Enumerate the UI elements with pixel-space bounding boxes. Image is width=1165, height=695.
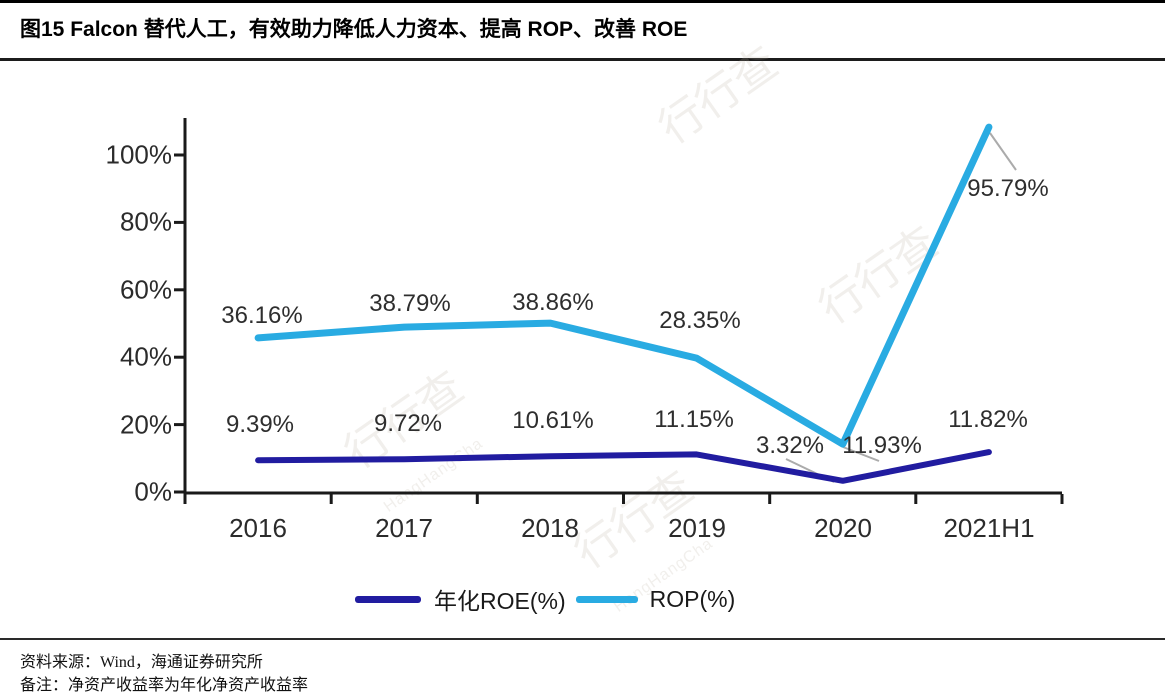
ytick-80: 80% xyxy=(119,206,172,237)
chart-legend: 年化ROE(%) ROP(%) xyxy=(355,582,735,616)
x-axis-ticks xyxy=(183,494,1064,504)
figure-title: 图15 Falcon 替代人工，有效助力降低人力资本、提高 ROP、改善 ROE xyxy=(20,18,688,41)
rop-label-2017: 38.79% xyxy=(369,290,451,317)
xtick-2021h1: 2021H1 xyxy=(943,513,1035,543)
roe-label-2016: 9.39% xyxy=(225,411,295,438)
top-border xyxy=(0,0,1165,3)
ytick-0: 0% xyxy=(134,476,172,507)
rop-label-2016: 36.16% xyxy=(221,302,303,329)
roe-label-2017: 9.72% xyxy=(373,410,443,437)
rop-label-2018: 38.86% xyxy=(512,289,594,316)
title-divider xyxy=(0,58,1165,61)
xtick-2019: 2019 xyxy=(668,513,726,543)
y-axis-ticks xyxy=(174,153,184,494)
rop-label-2019: 28.35% xyxy=(659,307,741,334)
leader-11-93 xyxy=(842,446,880,462)
roe-label-2020: 3.32% xyxy=(755,432,825,459)
xtick-2018: 2018 xyxy=(521,513,579,543)
ytick-40: 40% xyxy=(119,341,172,372)
roe-label-2021h1: 11.82% xyxy=(948,406,1028,433)
xtick-2017: 2017 xyxy=(375,513,433,543)
rop-legend-label: ROP(%) xyxy=(649,585,736,612)
rop-label-2021h1: 95.79% xyxy=(967,175,1049,202)
roe-line xyxy=(255,449,992,484)
rop-line xyxy=(254,123,993,448)
ytick-20: 20% xyxy=(119,409,172,440)
xtick-2016: 2016 xyxy=(229,513,287,543)
leader-95-79 xyxy=(989,132,1017,171)
xtick-2020: 2020 xyxy=(814,513,872,543)
rop-legend-swatch xyxy=(575,595,638,603)
roe-legend-swatch xyxy=(355,595,421,603)
note-text: 备注：净资产收益率为年化净资产收益率 xyxy=(20,677,309,694)
ytick-100: 100% xyxy=(105,139,173,170)
source-text: 资料来源：Wind，海通证券研究所 xyxy=(20,654,263,671)
rop-label-2020: 11.93% xyxy=(842,432,922,459)
roe-label-2018: 10.61% xyxy=(512,407,594,434)
roe-label-2019: 11.15% xyxy=(654,406,734,433)
roe-legend-label: 年化ROE(%) xyxy=(434,588,566,614)
ytick-60: 60% xyxy=(119,274,172,305)
footer-divider xyxy=(0,638,1165,640)
